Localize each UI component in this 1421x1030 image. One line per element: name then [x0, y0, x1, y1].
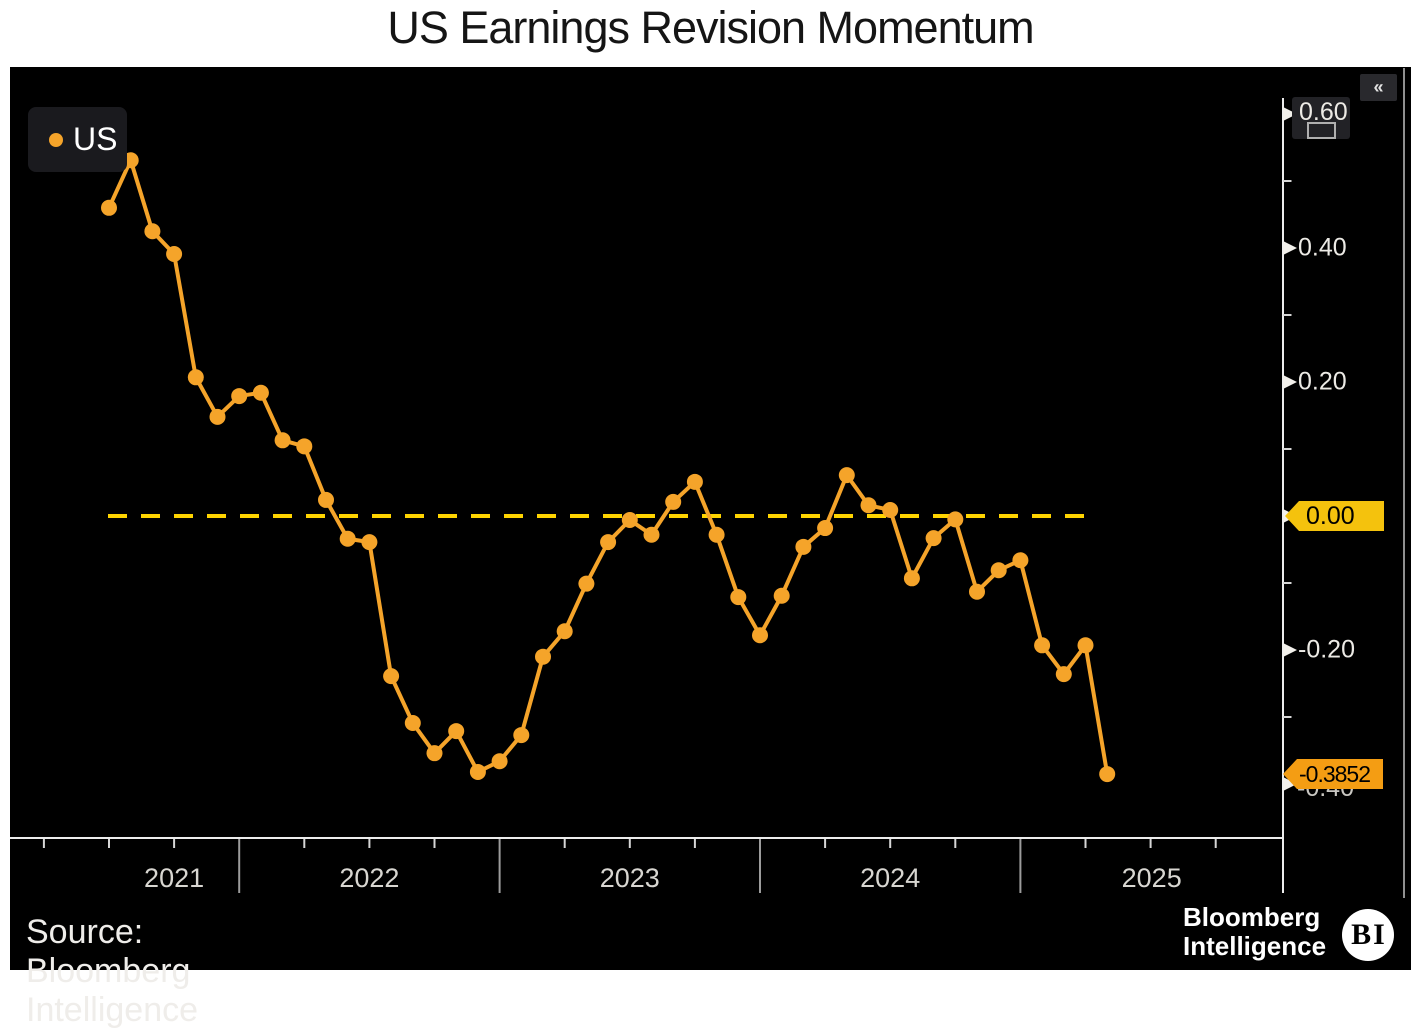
series-line — [107, 158, 1110, 777]
chart-plot-area — [10, 68, 1405, 898]
series-point[interactable] — [296, 438, 313, 455]
series-point[interactable] — [665, 493, 682, 510]
series-point[interactable] — [469, 763, 486, 780]
series-point[interactable] — [1012, 552, 1029, 569]
y-axis-tick-label-top: 0.60 — [1299, 98, 1348, 126]
series-point[interactable] — [578, 575, 595, 592]
series-point[interactable] — [969, 583, 985, 600]
series-point[interactable] — [686, 473, 703, 490]
series-point[interactable] — [318, 491, 334, 508]
series-point[interactable] — [795, 538, 812, 555]
series-point[interactable] — [838, 467, 855, 484]
series-point[interactable] — [361, 534, 378, 551]
series-point[interactable] — [882, 501, 899, 518]
series-point[interactable] — [491, 753, 508, 770]
x-axis-year-label: 2022 — [339, 863, 400, 893]
y-tick-arrow-icon — [1283, 643, 1297, 657]
brand-text: Bloomberg Intelligence — [1183, 903, 1326, 961]
series-point[interactable] — [252, 384, 269, 401]
series-point[interactable] — [144, 223, 161, 240]
series-point[interactable] — [1099, 766, 1116, 783]
x-axis-year-label: 2023 — [599, 863, 660, 893]
x-axis-year-label: 2024 — [860, 863, 921, 893]
y-tick-arrow-icon — [1283, 107, 1297, 121]
series-point[interactable] — [600, 534, 617, 551]
series-point[interactable] — [947, 511, 964, 528]
legend[interactable]: US — [28, 107, 127, 172]
series-point[interactable] — [231, 388, 248, 405]
series-point[interactable] — [404, 715, 421, 732]
y-tick-arrow-icon — [1283, 375, 1297, 389]
last-value-axis-tag: -0.3852 — [1283, 759, 1383, 789]
series-point[interactable] — [860, 497, 877, 514]
series-point[interactable] — [708, 526, 725, 543]
series-point[interactable] — [773, 587, 790, 604]
collapse-panel-button[interactable]: « — [1360, 74, 1397, 101]
series-point[interactable] — [535, 648, 551, 665]
y-tick-arrow-icon — [1283, 241, 1297, 255]
y-tick-arrow-icon — [1283, 777, 1297, 791]
series-point[interactable] — [383, 668, 400, 685]
series-point[interactable] — [187, 369, 204, 386]
brand-line1: Bloomberg — [1183, 902, 1321, 932]
bi-badge-icon: BI — [1342, 909, 1394, 961]
series-point[interactable] — [903, 570, 920, 587]
series-point[interactable] — [643, 526, 660, 543]
series-point[interactable] — [274, 432, 291, 449]
zero-value-axis-tag: 0.00 — [1285, 501, 1384, 531]
series-point[interactable] — [209, 408, 226, 425]
series-point[interactable] — [426, 745, 443, 762]
y-axis-tick-label: 0.40 — [1298, 233, 1347, 262]
series-point[interactable] — [448, 723, 465, 740]
legend-series-label: US — [73, 121, 118, 157]
series-point[interactable] — [730, 589, 747, 606]
series-point[interactable] — [1034, 637, 1051, 654]
y-axis-clipped-tick-label: -0.40 — [1297, 789, 1377, 800]
series-point[interactable] — [752, 627, 768, 644]
series-point[interactable] — [101, 199, 117, 216]
series-point[interactable] — [990, 562, 1007, 579]
y-axis-scale-widget[interactable]: 0.60 — [1292, 97, 1350, 139]
source-note: Source: Bloomberg Intelligence — [26, 913, 199, 1029]
brand-line2: Intelligence — [1183, 931, 1327, 961]
series-point[interactable] — [817, 520, 834, 537]
x-axis-year-label: 2025 — [1121, 863, 1182, 893]
y-axis-tick-label: 0.20 — [1298, 367, 1347, 396]
page-title: US Earnings Revision Momentum — [387, 2, 1034, 53]
series-point[interactable] — [339, 530, 356, 547]
x-axis-year-label: 2021 — [144, 863, 205, 893]
series-point[interactable] — [1077, 637, 1094, 654]
series-point[interactable] — [925, 530, 942, 547]
series-point[interactable] — [513, 727, 530, 744]
series-point[interactable] — [621, 512, 638, 529]
series-point[interactable] — [1055, 666, 1072, 683]
series-point[interactable] — [166, 246, 183, 263]
y-axis-tick-label: -0.20 — [1298, 635, 1355, 664]
axis-scale-handle-icon[interactable] — [1307, 122, 1336, 139]
series-point[interactable] — [556, 623, 573, 640]
series-marker-icon — [49, 132, 63, 147]
